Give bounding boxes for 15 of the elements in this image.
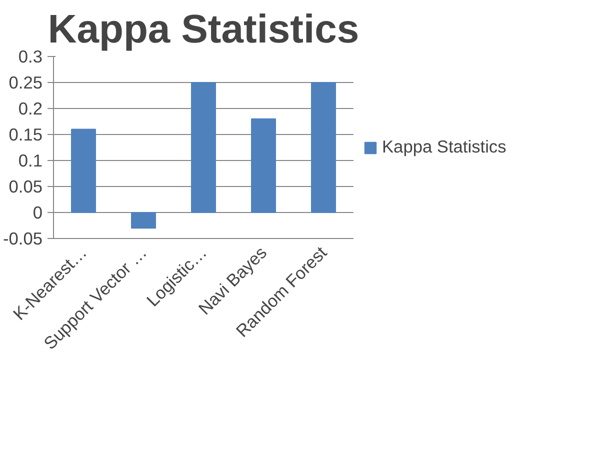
bar	[71, 128, 96, 213]
bar	[311, 82, 336, 213]
y-tick-label: 0.1	[18, 150, 43, 170]
y-tick-label: 0.2	[18, 98, 43, 118]
bar	[131, 212, 156, 229]
chart-title: Kappa Statistics	[48, 8, 360, 52]
y-tick-label: 0.15	[8, 124, 43, 144]
y-tick-label: 0.25	[8, 72, 43, 92]
bar	[191, 82, 216, 213]
legend-label: Kappa Statistics	[382, 136, 506, 158]
bar	[251, 118, 276, 213]
y-tick-label: 0	[32, 202, 43, 222]
y-tick-label: 0.3	[18, 46, 43, 66]
y-tick-label: 0.05	[8, 176, 43, 196]
y-tick-label: -0.05	[3, 228, 43, 248]
